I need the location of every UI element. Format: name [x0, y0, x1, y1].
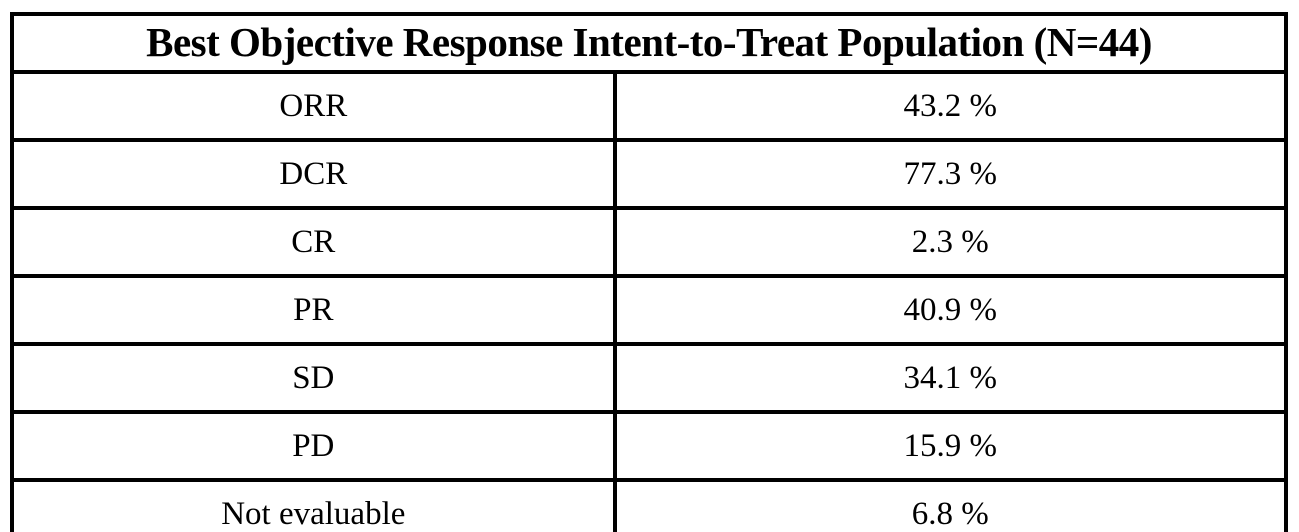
- row-label-cell: PD: [10, 410, 617, 482]
- row-label-cell: DCR: [10, 138, 617, 210]
- row-value-cell: 2.3 %: [612, 206, 1289, 278]
- row-value-cell: 77.3 %: [612, 138, 1289, 210]
- row-value-cell: 40.9 %: [612, 274, 1289, 346]
- row-value-cell: 43.2 %: [612, 70, 1289, 142]
- table-row: Not evaluable 6.8 %: [10, 478, 1289, 532]
- row-value-cell: 6.8 %: [612, 478, 1289, 532]
- row-value-cell: 34.1 %: [612, 342, 1289, 414]
- table-title: Best Objective Response Intent-to-Treat …: [10, 12, 1288, 74]
- row-label-cell: Not evaluable: [10, 478, 617, 532]
- table-row: PD 15.9 %: [10, 410, 1289, 482]
- row-label-cell: ORR: [10, 70, 617, 142]
- best-objective-response-table: Best Objective Response Intent-to-Treat …: [10, 12, 1289, 532]
- table-row: SD 34.1 %: [10, 342, 1289, 414]
- table-row: DCR 77.3 %: [10, 138, 1289, 210]
- table-row: PR 40.9 %: [10, 274, 1289, 346]
- row-label-cell: SD: [10, 342, 617, 414]
- table-header-row: Best Objective Response Intent-to-Treat …: [10, 12, 1288, 74]
- row-label-cell: PR: [10, 274, 617, 346]
- row-value-cell: 15.9 %: [612, 410, 1289, 482]
- table-row: CR 2.3 %: [10, 206, 1289, 278]
- table-row: ORR 43.2 %: [10, 70, 1289, 142]
- row-label-cell: CR: [10, 206, 617, 278]
